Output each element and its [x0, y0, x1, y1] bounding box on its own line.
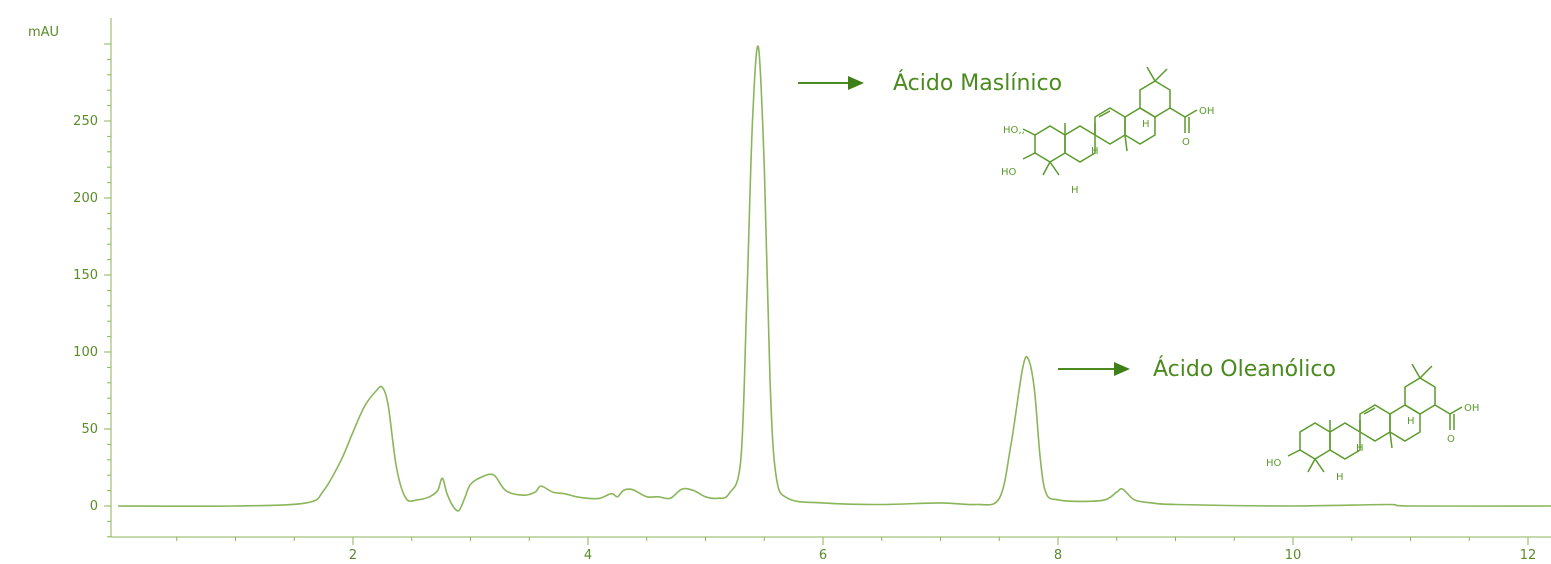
label-ho-beta: HO — [1001, 167, 1017, 178]
label-o: O — [1182, 137, 1190, 148]
x-tick-label: 12 — [1520, 548, 1537, 563]
x-tick-label: 6 — [819, 548, 827, 563]
arrow-head-icon — [848, 76, 864, 90]
x-tick-label: 2 — [349, 548, 357, 563]
annotation-maslinic: Ácido Maslínico — [798, 70, 1062, 96]
label-oh: OH — [1199, 106, 1214, 117]
y-axis-label: mAU — [28, 25, 59, 40]
label-oh: OH — [1464, 403, 1479, 414]
y-tick-label: 200 — [73, 191, 98, 206]
x-tick-label: 8 — [1054, 548, 1062, 563]
y-tick-label: 100 — [73, 345, 98, 360]
label-h: H — [1091, 146, 1099, 157]
x-axis: 2 4 6 8 10 12 — [111, 536, 1551, 563]
label-h: H — [1407, 416, 1415, 427]
label-o: O — [1447, 434, 1455, 445]
maslinic-labels: HO,, HO OH O H H H — [1001, 106, 1214, 196]
x-tick-label: 10 — [1285, 548, 1302, 563]
label-h: H — [1142, 119, 1150, 130]
oleanolic-acid-structure-icon — [1287, 363, 1463, 473]
maslinic-acid-structure-icon — [1022, 66, 1198, 176]
y-tick-label: 0 — [90, 499, 98, 514]
annotation-label-maslinic: Ácido Maslínico — [893, 70, 1062, 96]
label-h: H — [1336, 472, 1344, 483]
arrow-head-icon — [1114, 362, 1130, 376]
label-h: H — [1071, 185, 1079, 196]
y-tick-label: 50 — [81, 422, 98, 437]
annotation-label-oleanolic: Ácido Oleanólico — [1153, 356, 1336, 382]
annotation-oleanolic: Ácido Oleanólico — [1058, 356, 1336, 382]
label-h: H — [1356, 443, 1364, 454]
label-ho-beta: HO — [1266, 458, 1282, 469]
series-line-0 — [117, 45, 1551, 512]
oleanolic-labels: HO OH O H H H — [1266, 403, 1479, 483]
y-tick-label: 250 — [73, 114, 98, 129]
label-ho-alpha: HO,, — [1003, 125, 1025, 136]
series-layer — [117, 45, 1551, 512]
y-axis: 0 50 100 150 200 250 — [73, 18, 112, 538]
y-tick-label: 150 — [73, 268, 98, 283]
x-tick-label: 4 — [584, 548, 592, 563]
